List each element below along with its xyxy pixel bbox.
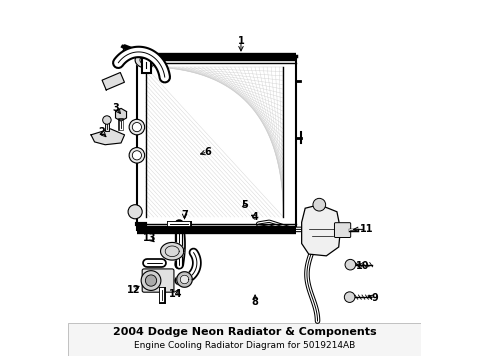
- Polygon shape: [122, 46, 147, 59]
- Text: 12: 12: [126, 285, 140, 295]
- Polygon shape: [180, 275, 188, 284]
- Polygon shape: [135, 52, 156, 68]
- Circle shape: [312, 198, 325, 211]
- Polygon shape: [160, 242, 183, 260]
- Text: 4: 4: [251, 212, 258, 222]
- Text: 1: 1: [237, 36, 244, 46]
- Polygon shape: [115, 108, 126, 121]
- Circle shape: [141, 271, 161, 291]
- Bar: [68, 323, 420, 356]
- Circle shape: [145, 275, 156, 286]
- Text: 2004 Dodge Neon Radiator & Components: 2004 Dodge Neon Radiator & Components: [112, 327, 376, 337]
- Text: 10: 10: [355, 261, 368, 271]
- Text: Engine Cooling Radiator Diagram for 5019214AB: Engine Cooling Radiator Diagram for 5019…: [134, 341, 354, 350]
- Circle shape: [128, 205, 142, 219]
- FancyBboxPatch shape: [334, 223, 350, 238]
- Text: 2: 2: [98, 127, 105, 138]
- Polygon shape: [91, 129, 124, 145]
- Text: 9: 9: [371, 293, 378, 303]
- Text: 5: 5: [241, 200, 247, 210]
- Polygon shape: [301, 205, 340, 256]
- Text: 11: 11: [359, 224, 372, 234]
- Circle shape: [345, 259, 355, 270]
- Text: 14: 14: [169, 289, 182, 298]
- Text: 13: 13: [143, 233, 156, 243]
- Text: 8: 8: [251, 297, 258, 307]
- Text: 7: 7: [181, 210, 187, 220]
- Polygon shape: [102, 72, 124, 90]
- Circle shape: [102, 116, 111, 124]
- Circle shape: [132, 151, 141, 160]
- Circle shape: [344, 292, 354, 302]
- Text: 3: 3: [112, 103, 119, 113]
- FancyBboxPatch shape: [142, 269, 174, 292]
- Circle shape: [129, 148, 144, 163]
- Polygon shape: [176, 272, 192, 287]
- Circle shape: [132, 122, 141, 132]
- Text: 6: 6: [203, 147, 210, 157]
- Circle shape: [129, 119, 144, 135]
